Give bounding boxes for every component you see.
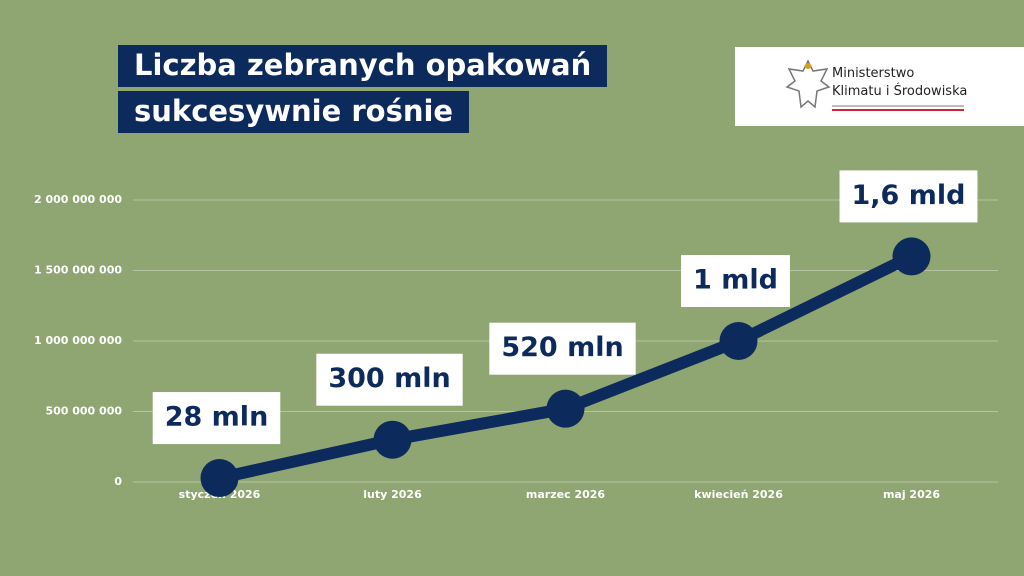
logo-text: Klimatu i Środowiska bbox=[832, 84, 968, 99]
value-label-text: 520 mln bbox=[501, 332, 623, 363]
y-tick-label: 1 000 000 000 bbox=[34, 334, 122, 347]
y-tick-label: 500 000 000 bbox=[45, 405, 122, 418]
x-tick-label: luty 2026 bbox=[363, 488, 422, 501]
point bbox=[546, 389, 585, 428]
x-tick-label: kwiecień 2026 bbox=[694, 488, 783, 501]
y-tick-label: 1 500 000 000 bbox=[34, 264, 122, 277]
value-label-box bbox=[152, 392, 281, 445]
x-tick-label: marzec 2026 bbox=[526, 488, 605, 501]
value-label-text: 28 mln bbox=[165, 402, 269, 433]
logo-text: Ministerstwo bbox=[832, 66, 915, 81]
point bbox=[892, 237, 931, 276]
logo: Ministerstwo Klimatu i Środowiska bbox=[735, 47, 1024, 126]
logo-rule bbox=[832, 105, 964, 107]
value-label-box bbox=[489, 322, 636, 375]
logo-rule bbox=[832, 109, 964, 111]
value-label-box bbox=[839, 170, 978, 223]
value-label-text: 1,6 mld bbox=[852, 180, 966, 211]
y-tick-label: 0 bbox=[114, 475, 122, 488]
value-label-box bbox=[316, 353, 463, 406]
value-label-box bbox=[681, 255, 790, 307]
value-label-text: 1 mld bbox=[693, 265, 778, 296]
value-label: 300 mln bbox=[316, 353, 463, 406]
value-label: 28 mln bbox=[152, 392, 281, 445]
value-label-text: 300 mln bbox=[328, 363, 450, 394]
y-tick-label: 2 000 000 000 bbox=[34, 193, 122, 206]
point bbox=[719, 322, 758, 360]
title-text: Liczba zebranych opakowań sukcesywnie ro… bbox=[118, 45, 608, 133]
value-label: 1,6 mld bbox=[839, 170, 978, 223]
x-tick-label: maj 2026 bbox=[883, 488, 940, 501]
eagle-icon bbox=[785, 59, 831, 109]
value-label: 520 mln bbox=[489, 322, 636, 375]
point bbox=[200, 459, 239, 498]
value-label: 1 mld bbox=[681, 255, 790, 307]
point bbox=[373, 420, 412, 459]
chart-title: Liczba zebranych opakowań sukcesywnie ro… bbox=[118, 42, 658, 134]
